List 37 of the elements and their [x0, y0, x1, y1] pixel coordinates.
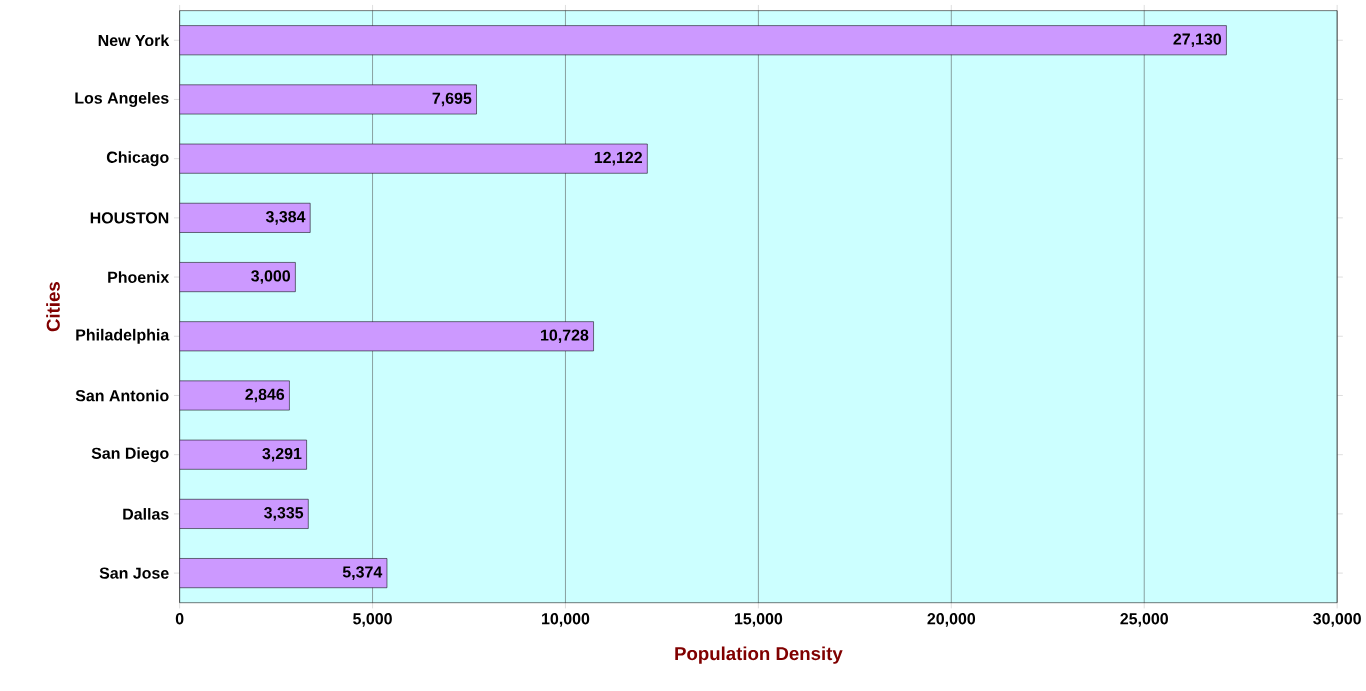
data-label: 27,130: [1173, 33, 1222, 48]
data-label: 3,000: [251, 270, 291, 285]
x-tick-label: 30,000: [1313, 613, 1361, 627]
data-label: 10,728: [541, 329, 589, 344]
y-tick-label: Phoenix: [108, 271, 170, 284]
y-tick-label: San Diego: [91, 447, 169, 463]
x-axis-title: Population Density: [675, 646, 843, 665]
y-axis-title: Cities: [46, 282, 60, 332]
data-label: 3,384: [265, 211, 306, 225]
bar: [179, 203, 311, 233]
bar: [179, 84, 477, 115]
x-tick-label: 10,000: [542, 613, 590, 627]
y-tick-label: Los Angeles: [75, 92, 169, 108]
y-tick-label: Philadelphia: [76, 329, 170, 344]
x-tick-label: 0: [175, 613, 184, 625]
data-label: 2,846: [245, 388, 285, 403]
x-tick-label: 25,000: [1120, 613, 1168, 627]
x-tick-label: 15,000: [734, 613, 783, 627]
bar: [179, 499, 309, 530]
data-label: 3,291: [262, 448, 302, 462]
y-tick-label: San Antonio: [75, 389, 169, 402]
data-label: 12,122: [594, 152, 642, 166]
y-tick-label: Dallas: [123, 508, 169, 520]
data-label: 3,335: [264, 507, 304, 521]
y-tick-label: Chicago: [106, 151, 169, 167]
data-label: 5,374: [342, 566, 383, 581]
bar: [179, 25, 1227, 56]
y-tick-label: New York: [98, 34, 170, 47]
x-tick-label: 20,000: [927, 613, 976, 627]
x-tick-label: 5,000: [353, 613, 392, 627]
bar: [179, 440, 307, 470]
data-label: 7,695: [432, 92, 472, 107]
y-tick-label: San Jose: [99, 567, 169, 579]
bar: [179, 558, 388, 589]
bar: [179, 321, 594, 352]
y-tick-label: HOUSTON: [90, 212, 169, 224]
bar: [179, 143, 648, 174]
